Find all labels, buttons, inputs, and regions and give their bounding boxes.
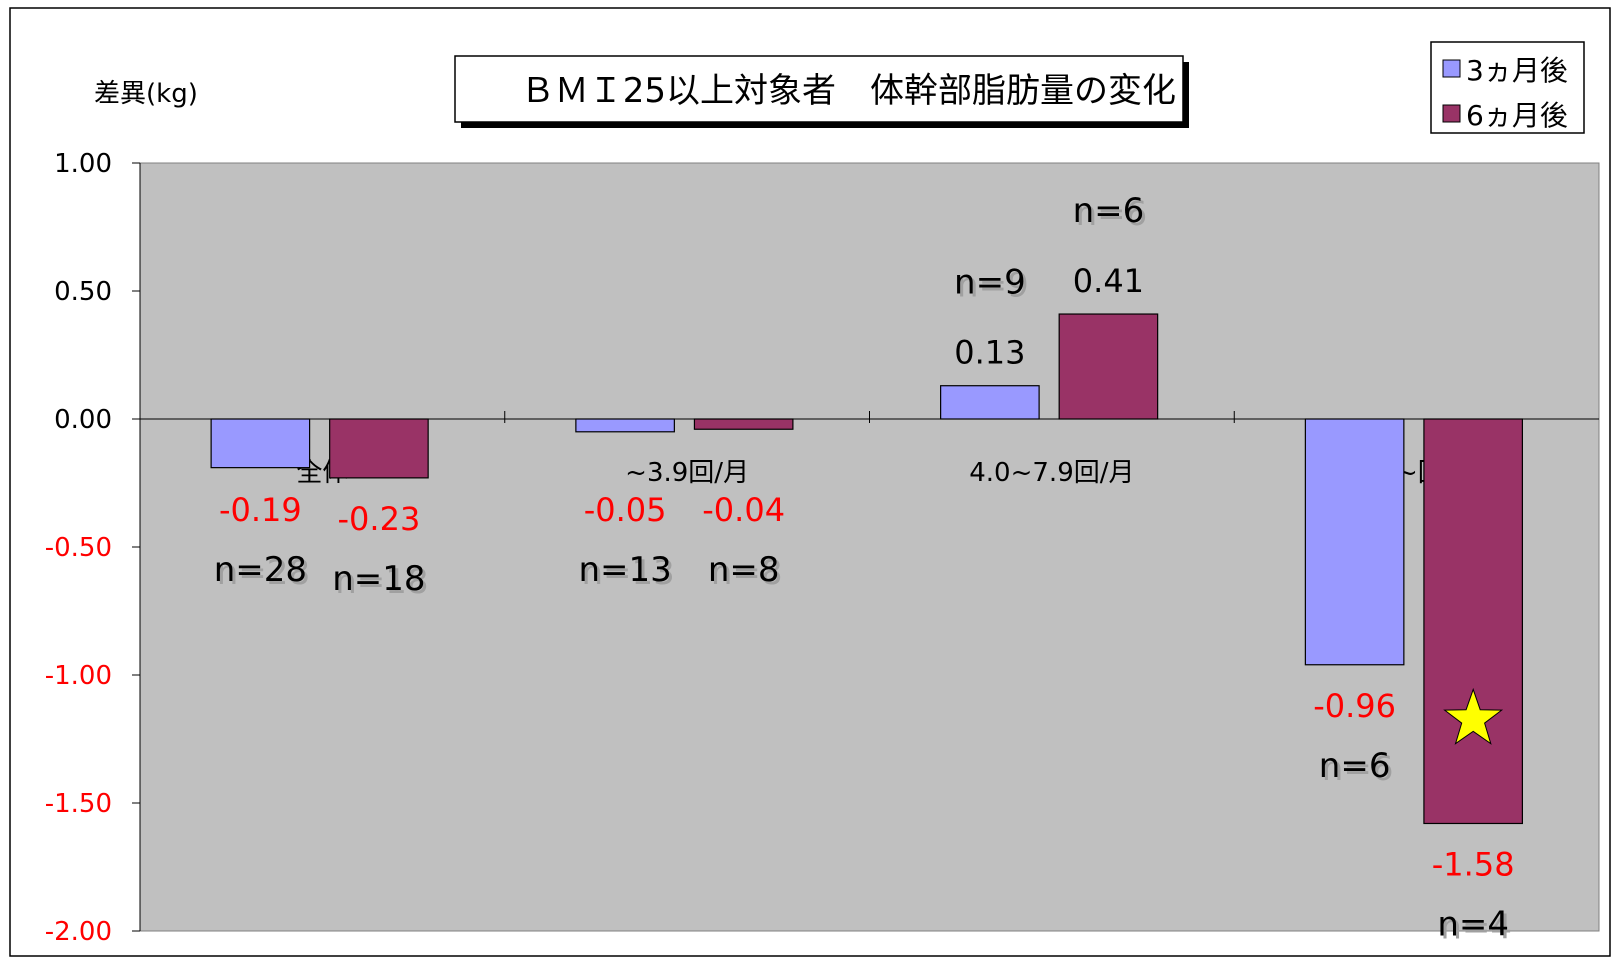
- star-icon: [1443, 687, 1504, 745]
- bar-3-month: [210, 418, 311, 469]
- sample-size-label: n=13: [578, 550, 671, 590]
- legend-label-6-month: 6ヵ月後: [1466, 99, 1568, 132]
- bar-6-month: [1423, 418, 1524, 825]
- legend-swatch-6-month: [1442, 104, 1461, 123]
- sample-size-label: n=9: [954, 263, 1026, 303]
- value-label: -1.58: [1432, 845, 1515, 883]
- sample-size-label: n=28: [214, 550, 307, 590]
- legend: 3ヵ月後 6ヵ月後: [1430, 41, 1585, 134]
- chart-title: ＢＭＩ25以上対象者 体幹部脂肪量の変化: [521, 71, 1176, 111]
- sample-size-shadow: n=13: [581, 553, 674, 593]
- y-tick-label: -0.50: [45, 533, 112, 563]
- bar-3-month: [940, 385, 1040, 420]
- data-labels: -0.19n=28n=28-0.05n=13n=130.13n=9n=9-0.9…: [214, 191, 1515, 947]
- value-label: 0.13: [954, 334, 1025, 372]
- x-category-label: ~3.9回/月: [625, 458, 749, 488]
- value-label: -0.19: [219, 491, 302, 529]
- y-tick-label: 0.00: [54, 405, 112, 435]
- sample-size-shadow: n=9: [957, 266, 1029, 306]
- value-label: -0.23: [338, 500, 421, 538]
- sample-size-shadow: n=28: [217, 553, 310, 593]
- sample-size-label: n=8: [708, 550, 780, 590]
- sample-size-shadow: n=8: [711, 553, 783, 593]
- bar-6-month: [693, 418, 794, 430]
- sample-size-label: n=4: [1437, 904, 1509, 944]
- value-label: 0.41: [1073, 262, 1144, 300]
- y-axis-label: 差異(kg): [94, 79, 198, 109]
- sample-size-shadow: n=4: [1440, 907, 1512, 947]
- bars: [210, 313, 1524, 825]
- x-category-label: 4.0~7.9回/月: [969, 458, 1134, 488]
- legend-label-3-month: 3ヵ月後: [1466, 54, 1568, 87]
- bar-3-month: [575, 418, 675, 433]
- y-tick-label: 0.50: [54, 277, 112, 307]
- value-label: -0.96: [1313, 687, 1396, 725]
- value-label: -0.05: [584, 491, 667, 529]
- sample-size-label: n=18: [332, 559, 425, 599]
- legend-swatch-3-month: [1442, 59, 1461, 78]
- sample-size-label: n=6: [1319, 746, 1391, 786]
- sample-size-shadow: n=6: [1322, 749, 1394, 789]
- bar-6-month: [1058, 313, 1159, 420]
- y-tick-label: -1.50: [45, 789, 112, 819]
- value-label: -0.04: [702, 491, 785, 529]
- chart-title-box: ＢＭＩ25以上対象者 体幹部脂肪量の変化: [454, 55, 1189, 128]
- sample-size-shadow: n=18: [335, 562, 428, 602]
- bar-6-month: [329, 418, 429, 479]
- sample-size-label: n=6: [1073, 191, 1145, 231]
- y-tick-label: -2.00: [45, 917, 112, 947]
- y-tick-label: 1.00: [54, 149, 112, 179]
- bar-3-month: [1304, 418, 1405, 666]
- sample-size-shadow: n=6: [1076, 194, 1148, 234]
- y-tick-label: -1.00: [45, 661, 112, 691]
- y-axis: 1.00 0.50 0.00 -0.50 -1.00 -1.50 -2.00: [45, 149, 141, 947]
